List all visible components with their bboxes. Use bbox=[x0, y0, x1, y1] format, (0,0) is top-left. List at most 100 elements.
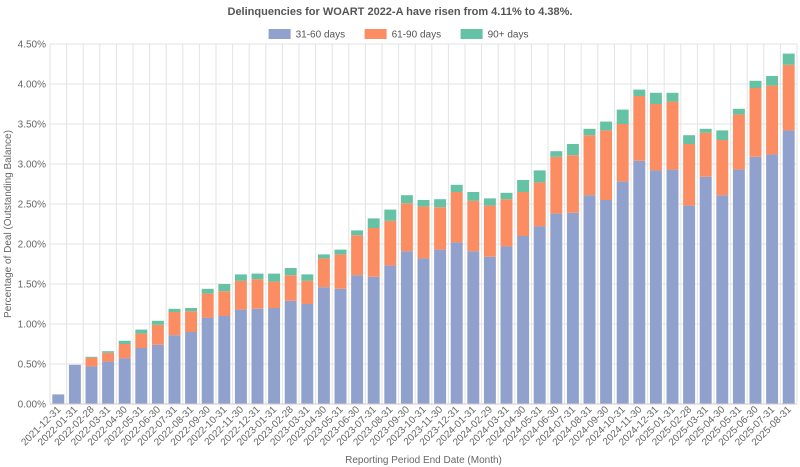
bar-segment-31-60-days[interactable] bbox=[168, 335, 181, 404]
bar-segment-61-90-days[interactable] bbox=[102, 352, 115, 362]
bar-segment-61-90-days[interactable] bbox=[400, 203, 413, 252]
bar-segment-31-60-days[interactable] bbox=[666, 169, 679, 404]
bar-segment-31-60-days[interactable] bbox=[68, 364, 81, 404]
bar-segment-61-90-days[interactable] bbox=[666, 101, 679, 170]
bar-segment-31-60-days[interactable] bbox=[517, 236, 530, 404]
bar-segment-90-days[interactable] bbox=[367, 218, 380, 228]
bar-segment-61-90-days[interactable] bbox=[135, 333, 148, 348]
bar-segment-90-days[interactable] bbox=[201, 288, 214, 294]
bar-segment-61-90-days[interactable] bbox=[284, 275, 297, 301]
bar-segment-90-days[interactable] bbox=[483, 198, 496, 206]
bar-segment-90-days[interactable] bbox=[268, 273, 281, 282]
bar-segment-31-60-days[interactable] bbox=[251, 308, 264, 404]
bar-segment-31-60-days[interactable] bbox=[633, 160, 646, 404]
bar-segment-61-90-days[interactable] bbox=[218, 291, 231, 316]
bar-segment-31-60-days[interactable] bbox=[218, 316, 231, 404]
bar-segment-61-90-days[interactable] bbox=[185, 311, 198, 332]
bar-segment-31-60-days[interactable] bbox=[683, 205, 696, 404]
bar-segment-90-days[interactable] bbox=[616, 109, 629, 124]
bar-segment-61-90-days[interactable] bbox=[483, 205, 496, 257]
legend-item-31-60-days[interactable]: 31-60 days bbox=[268, 29, 345, 41]
bar-segment-31-60-days[interactable] bbox=[649, 170, 662, 404]
bar-segment-31-60-days[interactable] bbox=[301, 304, 314, 404]
bar-segment-31-60-days[interactable] bbox=[533, 226, 546, 404]
bar-segment-90-days[interactable] bbox=[317, 254, 330, 259]
bar-segment-31-60-days[interactable] bbox=[732, 169, 745, 404]
bar-segment-90-days[interactable] bbox=[234, 274, 247, 281]
bar-segment-31-60-days[interactable] bbox=[102, 361, 115, 404]
bar-segment-90-days[interactable] bbox=[218, 284, 231, 292]
bar-segment-31-60-days[interactable] bbox=[500, 246, 513, 404]
bar-segment-31-60-days[interactable] bbox=[400, 251, 413, 404]
bar-segment-61-90-days[interactable] bbox=[85, 357, 98, 367]
bar-segment-90-days[interactable] bbox=[334, 249, 347, 255]
bar-segment-61-90-days[interactable] bbox=[517, 192, 530, 236]
bar-segment-90-days[interactable] bbox=[666, 92, 679, 102]
bar-segment-90-days[interactable] bbox=[118, 340, 131, 344]
bar-segment-90-days[interactable] bbox=[85, 356, 98, 358]
bar-segment-90-days[interactable] bbox=[434, 199, 447, 208]
bar-segment-61-90-days[interactable] bbox=[434, 207, 447, 250]
bar-segment-61-90-days[interactable] bbox=[699, 132, 712, 177]
bar-segment-61-90-days[interactable] bbox=[151, 324, 164, 345]
bar-segment-90-days[interactable] bbox=[301, 274, 314, 281]
bar-segment-31-60-days[interactable] bbox=[600, 200, 613, 404]
bar-segment-31-60-days[interactable] bbox=[268, 308, 281, 404]
bar-segment-31-60-days[interactable] bbox=[317, 287, 330, 404]
bar-segment-90-days[interactable] bbox=[583, 128, 596, 136]
bar-segment-90-days[interactable] bbox=[168, 308, 181, 312]
bar-segment-31-60-days[interactable] bbox=[201, 317, 214, 404]
bar-segment-90-days[interactable] bbox=[500, 192, 513, 200]
bar-segment-31-60-days[interactable] bbox=[782, 130, 795, 404]
bar-segment-31-60-days[interactable] bbox=[566, 212, 579, 404]
bar-segment-31-60-days[interactable] bbox=[583, 195, 596, 404]
bar-segment-31-60-days[interactable] bbox=[766, 154, 779, 404]
bar-segment-90-days[interactable] bbox=[600, 121, 613, 131]
bar-segment-61-90-days[interactable] bbox=[201, 293, 214, 318]
bar-segment-61-90-days[interactable] bbox=[583, 135, 596, 196]
bar-segment-31-60-days[interactable] bbox=[467, 251, 480, 404]
bar-segment-31-60-days[interactable] bbox=[234, 309, 247, 404]
bar-segment-90-days[interactable] bbox=[151, 320, 164, 325]
bar-segment-61-90-days[interactable] bbox=[367, 228, 380, 277]
bar-segment-61-90-days[interactable] bbox=[732, 114, 745, 170]
bar-segment-31-60-days[interactable] bbox=[616, 181, 629, 404]
bar-segment-90-days[interactable] bbox=[566, 144, 579, 156]
bar-segment-61-90-days[interactable] bbox=[268, 281, 281, 308]
bar-segment-31-60-days[interactable] bbox=[417, 258, 430, 404]
bar-segment-61-90-days[interactable] bbox=[749, 88, 762, 157]
bar-segment-90-days[interactable] bbox=[102, 351, 115, 353]
bar-segment-31-60-days[interactable] bbox=[334, 288, 347, 404]
bar-segment-90-days[interactable] bbox=[135, 329, 148, 334]
bar-segment-90-days[interactable] bbox=[417, 200, 430, 207]
bar-segment-90-days[interactable] bbox=[284, 268, 297, 276]
bar-segment-90-days[interactable] bbox=[782, 53, 795, 65]
bar-segment-31-60-days[interactable] bbox=[151, 344, 164, 404]
legend-item-90-days[interactable]: 90+ days bbox=[460, 29, 529, 41]
bar-segment-61-90-days[interactable] bbox=[716, 140, 729, 196]
bar-segment-90-days[interactable] bbox=[450, 184, 463, 192]
bar-segment-61-90-days[interactable] bbox=[234, 280, 247, 310]
bar-segment-31-60-days[interactable] bbox=[367, 276, 380, 404]
bar-segment-90-days[interactable] bbox=[716, 130, 729, 140]
bar-segment-31-60-days[interactable] bbox=[185, 332, 198, 404]
bar-segment-61-90-days[interactable] bbox=[533, 182, 546, 227]
bar-segment-61-90-days[interactable] bbox=[616, 124, 629, 182]
bar-segment-61-90-days[interactable] bbox=[766, 85, 779, 155]
bar-segment-61-90-days[interactable] bbox=[384, 220, 397, 266]
bar-segment-90-days[interactable] bbox=[683, 135, 696, 144]
bar-segment-61-90-days[interactable] bbox=[118, 344, 131, 359]
bar-segment-31-60-days[interactable] bbox=[118, 358, 131, 404]
bar-segment-31-60-days[interactable] bbox=[483, 256, 496, 404]
bar-segment-61-90-days[interactable] bbox=[467, 200, 480, 252]
bar-segment-90-days[interactable] bbox=[185, 308, 198, 312]
bar-segment-61-90-days[interactable] bbox=[251, 279, 264, 309]
bar-segment-90-days[interactable] bbox=[749, 80, 762, 88]
bar-segment-31-60-days[interactable] bbox=[85, 366, 98, 404]
bar-segment-31-60-days[interactable] bbox=[135, 348, 148, 404]
bar-segment-61-90-days[interactable] bbox=[417, 206, 430, 259]
bar-segment-61-90-days[interactable] bbox=[500, 199, 513, 247]
bar-segment-90-days[interactable] bbox=[251, 273, 264, 280]
bar-segment-90-days[interactable] bbox=[699, 128, 712, 133]
bar-segment-90-days[interactable] bbox=[384, 209, 397, 221]
